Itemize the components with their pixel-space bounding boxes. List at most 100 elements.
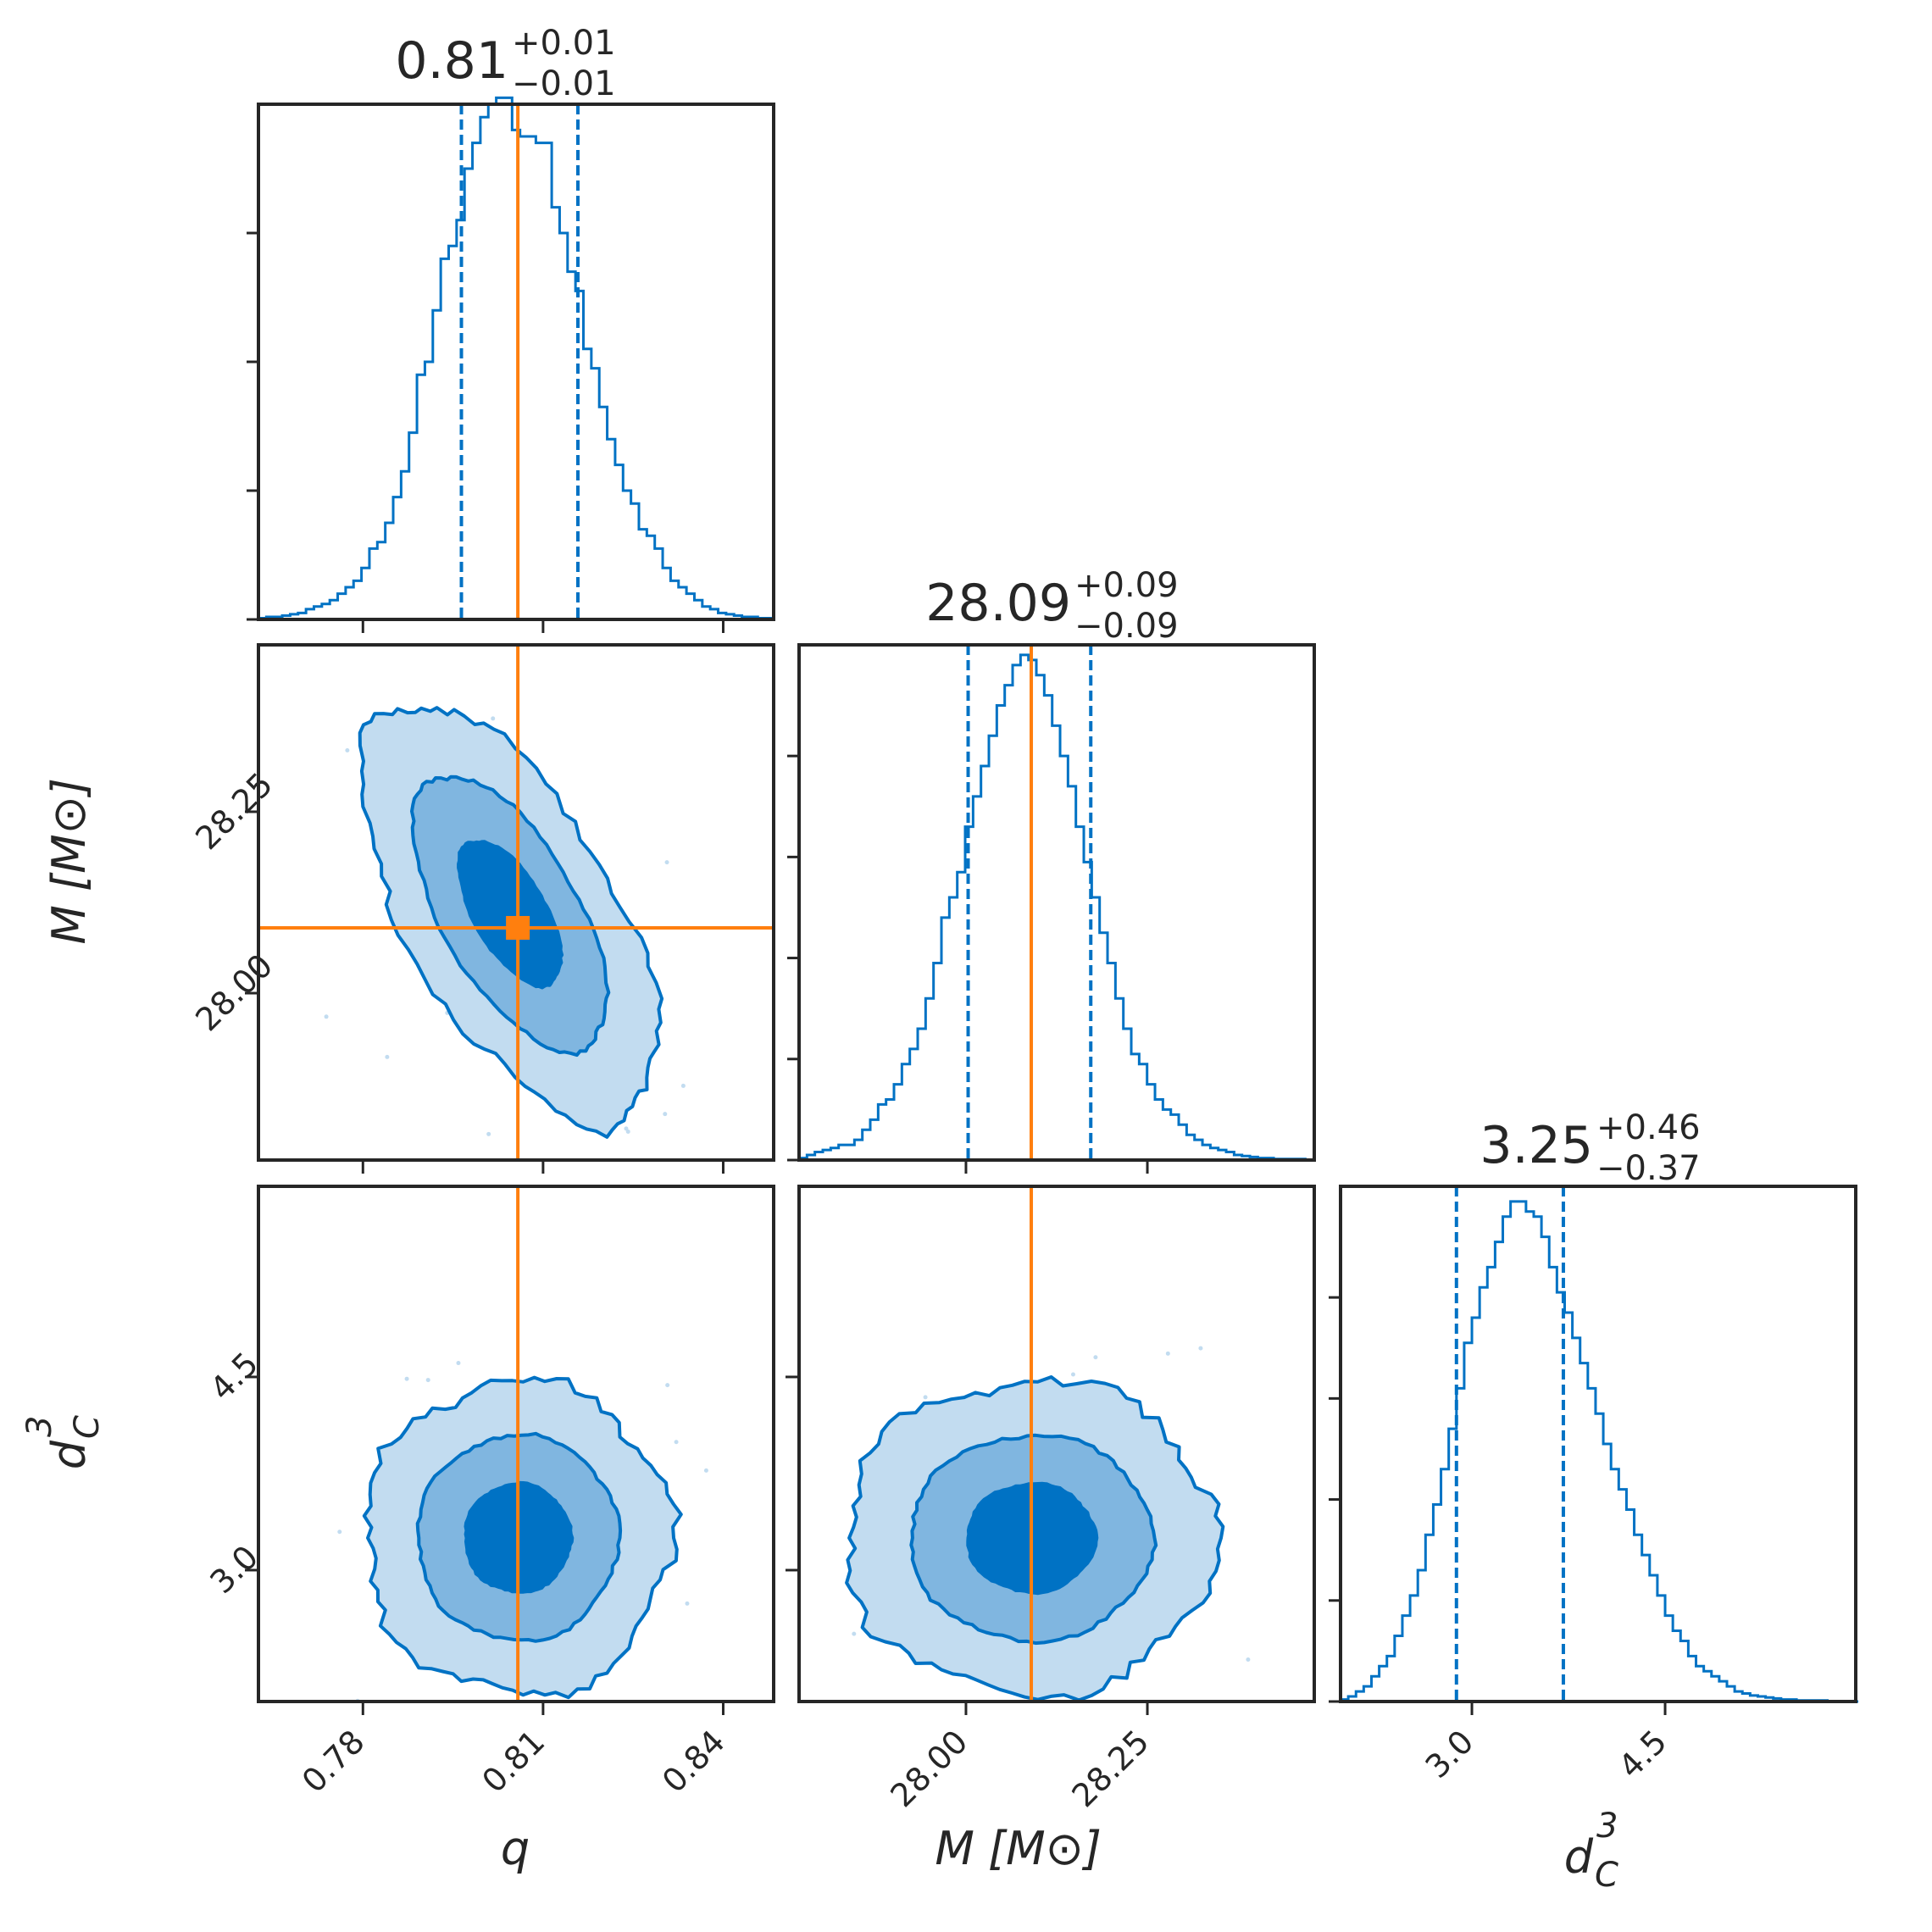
ylabel-m-main: M — [42, 905, 96, 945]
contour-panel-q-d-contour-level-1 — [415, 1431, 623, 1643]
title-m-plus: +0.09 — [1074, 566, 1179, 605]
title-m-minus: −0.09 — [1074, 607, 1179, 646]
contour-panel-q-M-sample-13 — [690, 1163, 694, 1168]
contour-panel-q-d-sample-5 — [665, 1383, 670, 1388]
contour-panel-M-d-sample-13 — [1165, 1351, 1170, 1356]
contour-panel-M-d-contour-level-1 — [909, 1433, 1158, 1646]
contour-panel-q-d-sample-0 — [425, 1378, 430, 1383]
contour-panel-q-d-ytick-label-0: 3.0 — [203, 1538, 265, 1601]
hist-frame-d — [1339, 1185, 1857, 1703]
contour-panel-q-M-contour-level-1 — [410, 774, 611, 1058]
contour-panel-q-d-contour-level-0 — [464, 1480, 575, 1594]
contour-panel-M-d-sample-11 — [897, 1719, 902, 1724]
ylabel-m: M [M⊙] — [42, 778, 96, 945]
title-d-minus: −0.37 — [1596, 1149, 1701, 1188]
contour-panel-q-M-sample-11 — [625, 1129, 630, 1134]
contour-panel-M-d-sample-16 — [1255, 1724, 1259, 1728]
title-q: 0.81 +0.01 −0.01 — [395, 24, 615, 103]
xlabel-d-sub: C — [1595, 1856, 1618, 1895]
contour-panel-M-d-sample-6 — [923, 1395, 928, 1400]
xlabel-d-sup: 3 — [1596, 1807, 1618, 1846]
hist-panel-q — [247, 96, 774, 621]
contour-panel-q-M-ytick-label-0: 28.00 — [188, 947, 280, 1038]
contour-panel-q-d-xtick-label-1: 0.81 — [475, 1723, 552, 1800]
contour-panel-q-d-sample-13 — [337, 1530, 342, 1535]
contour-panel-q-d — [337, 1186, 708, 1729]
contour-panel-q-d-contour-level-2 — [362, 1375, 683, 1700]
contour-panel-M-d-sample-17 — [852, 1631, 857, 1636]
plot-layer: 3.0 4.5 28.00 28.25 0.78 0.81 0.84 3.0 4.5 28.00 2… — [188, 96, 1859, 1814]
contour-panel-q-M-contour-level-0 — [457, 840, 564, 990]
title-q-minus: −0.01 — [512, 64, 616, 103]
contour-panel-q-M-sample-7 — [385, 1054, 390, 1059]
hist-d-xtick-label-0: 3.0 — [1418, 1723, 1481, 1785]
contour-panel-q-M-sample-0 — [324, 1014, 329, 1019]
contour-panel-q-M-area — [258, 645, 774, 1168]
contour-panel-q-d-area — [337, 1186, 708, 1729]
contour-panel-q-M-sample-16 — [664, 860, 669, 865]
contour-panel-q-M-contour-level-2 — [358, 706, 664, 1139]
hist-frame-M — [797, 643, 1316, 1162]
contour-panel-q-M-sample-15 — [486, 1131, 491, 1136]
contour-panel-q-M-sample-5 — [491, 716, 496, 721]
hist-panel-d — [1329, 1186, 1859, 1703]
contour-panel-M-d-contour-level-0 — [966, 1481, 1099, 1596]
ylabel-d: d 3 C — [20, 1415, 107, 1469]
contour-panel-M-d-sample-14 — [1070, 1372, 1075, 1377]
contour-panel-q-M-sample-2 — [345, 747, 350, 752]
xlabel-m-main: M — [935, 1822, 974, 1875]
contour-panel-q-M-sample-14 — [624, 1126, 629, 1131]
xlabel-m-bracket: [M⊙] — [988, 1822, 1102, 1875]
contour-panel-q-d-sample-19 — [703, 1468, 708, 1473]
contour-panel-M-d-sample-4 — [1198, 1346, 1203, 1351]
hist-line-M — [797, 653, 1313, 1162]
title-q-plus: +0.01 — [512, 24, 616, 63]
contour-panel-M-d — [845, 1186, 1259, 1728]
contour-panel-M-d-area — [845, 1186, 1259, 1728]
contour-panel-M-d-sample-8 — [1246, 1657, 1251, 1663]
contour-panel-q-d-sample-10 — [404, 1376, 409, 1381]
title-m-value: 28.09 — [925, 574, 1071, 633]
contour-panel-q-d-xtick-label-0: 0.78 — [295, 1723, 372, 1800]
hist-line-q — [257, 96, 774, 619]
hist-panel-M — [787, 645, 1313, 1162]
hist-line-d — [1339, 1200, 1859, 1703]
contour-panel-q-d-sample-20 — [427, 1722, 431, 1726]
contour-panel-M-d-xtick-label-0: 28.00 — [883, 1723, 974, 1814]
ylabel-m-bracket: [M⊙] — [42, 778, 96, 891]
contour-panel-q-M-ytick-label-1: 28.25 — [188, 765, 280, 857]
contour-panel-q-M-sample-1 — [663, 1112, 668, 1117]
title-d: 3.25 +0.46 −0.37 — [1480, 1108, 1700, 1188]
contour-panel-q-M-truth-marker — [506, 915, 530, 940]
contour-panel-M-d-contour-level-2 — [845, 1375, 1225, 1702]
contour-panel-q-d-sample-1 — [680, 1724, 685, 1729]
xlabel-d: d 3 C — [1564, 1807, 1618, 1895]
hist-d-xtick-label-1: 4.5 — [1612, 1723, 1674, 1785]
xlabel-d-main: d — [1564, 1830, 1594, 1884]
xlabel-q: q — [501, 1822, 530, 1875]
contour-panel-M-d-sample-3 — [970, 1714, 974, 1718]
contour-panel-q-M-frame — [257, 643, 775, 1162]
contour-panel-q-M — [258, 645, 774, 1168]
contour-panel-q-d-sample-6 — [456, 1361, 461, 1366]
contour-panel-q-d-sample-9 — [685, 1601, 690, 1606]
contour-panel-q-d-frame — [257, 1185, 775, 1703]
title-m: 28.09 +0.09 −0.09 — [925, 566, 1178, 646]
contour-panel-q-d-ytick-label-1: 4.5 — [203, 1345, 265, 1407]
contour-panel-q-d-xtick-label-2: 0.84 — [655, 1723, 732, 1800]
title-d-plus: +0.46 — [1596, 1108, 1701, 1147]
ylabel-d-sup: 3 — [20, 1416, 59, 1437]
contour-panel-M-d-frame — [797, 1185, 1316, 1703]
title-q-value: 0.81 — [395, 31, 508, 91]
title-d-value: 3.25 — [1480, 1116, 1593, 1175]
hist-frame-q — [257, 103, 775, 621]
ylabel-d-main: d — [42, 1440, 96, 1469]
contour-panel-q-M-sample-10 — [680, 1083, 686, 1088]
xlabel-m: M [M⊙] — [935, 1822, 1102, 1875]
ylabel-d-sub: C — [68, 1415, 107, 1439]
contour-panel-q-d-sample-17 — [674, 1440, 679, 1445]
contour-panel-M-d-sample-5 — [1093, 1355, 1098, 1360]
contour-panel-M-d-xtick-label-1: 28.25 — [1064, 1723, 1156, 1814]
contour-panel-q-M-fill-level-0 — [458, 841, 563, 988]
